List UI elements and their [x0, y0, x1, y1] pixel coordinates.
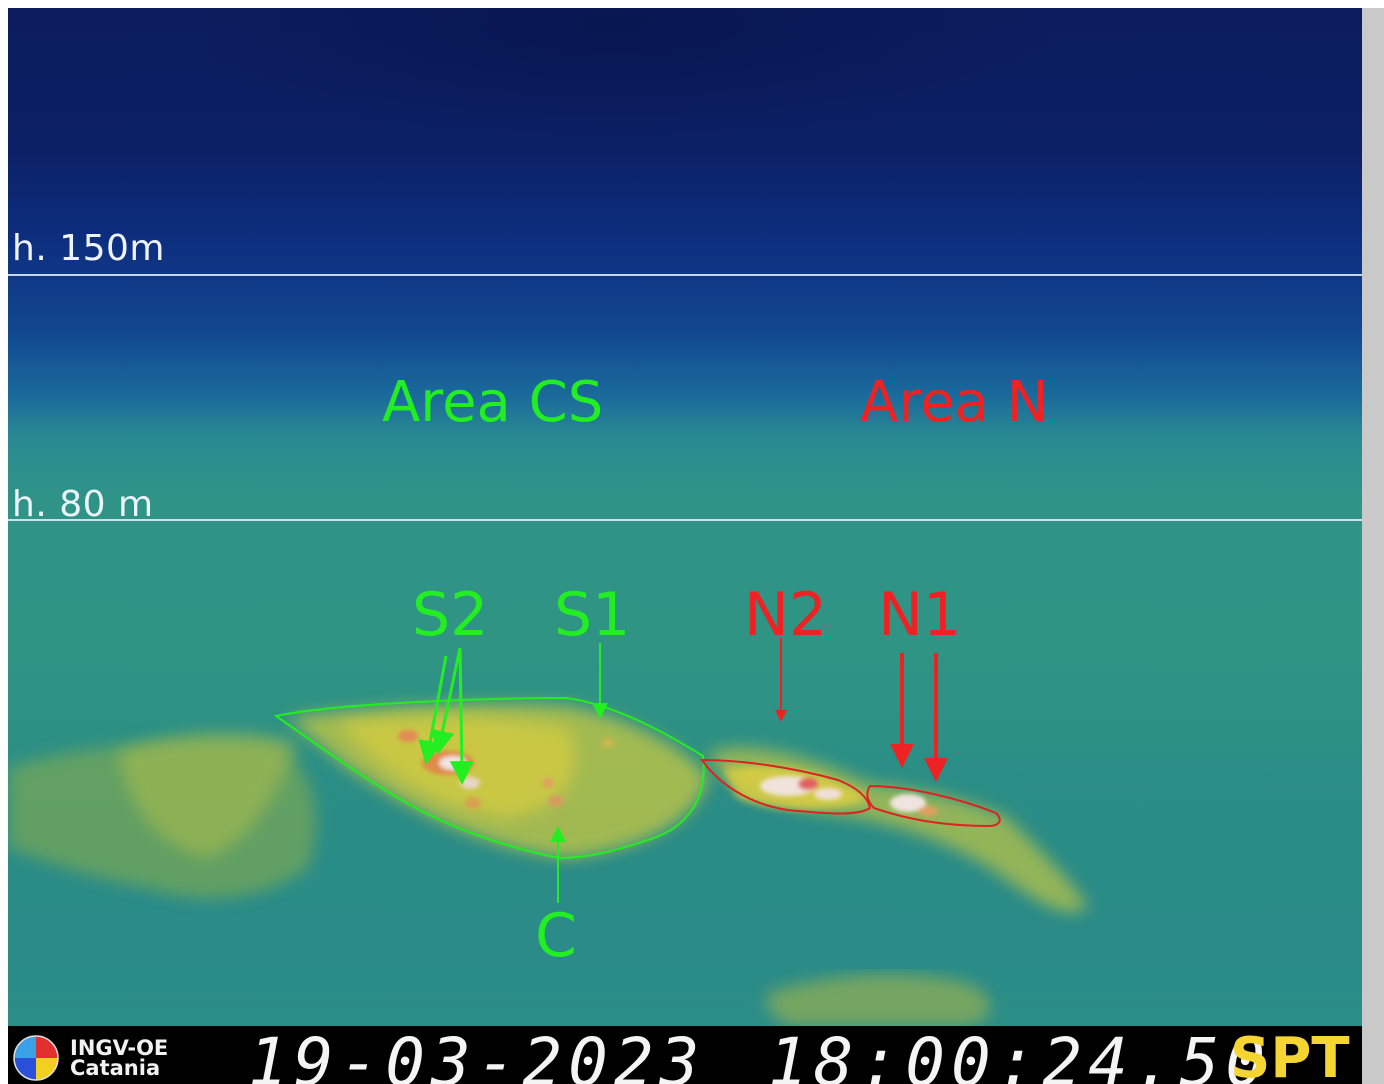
- date-readout: 19-03-2023: [248, 1024, 706, 1084]
- area-n2-outline: [700, 758, 872, 815]
- vent-s2-label: S2: [412, 580, 489, 650]
- thermal-scene: [8, 8, 1108, 1026]
- warm-ground-bottom: [766, 974, 991, 1026]
- area-cs-outline: [273, 696, 705, 860]
- logo-line-2: Catania: [70, 1056, 161, 1080]
- arrow-s2-a: [418, 655, 448, 765]
- area-n-label: Area N: [860, 370, 1049, 435]
- scrollbar[interactable]: [1362, 8, 1384, 1084]
- logo-line-1: INGV-OE: [70, 1036, 169, 1060]
- vent-s1-label: S1: [554, 580, 631, 650]
- vent-n2-label: N2: [744, 580, 828, 650]
- thermal-image-frame: h. 150m h. 80 m Area CS Area N S2 S1 N2 …: [8, 8, 1362, 1084]
- annotation-overlay: [273, 638, 1001, 903]
- vent-n1-label: N1: [878, 580, 962, 650]
- station-code: SPT: [1230, 1026, 1350, 1084]
- arrow-s2-b: [430, 647, 462, 755]
- sky-dark-patch: [208, 8, 1108, 228]
- time-readout: 18:00:24.50: [768, 1024, 1272, 1084]
- area-cs-label: Area CS: [382, 370, 604, 435]
- warm-ground-left-2: [118, 732, 298, 858]
- hot-spots-n: [760, 776, 938, 816]
- height-line-150m: [8, 274, 1362, 276]
- height-line-80m: [8, 519, 1362, 521]
- vent-c-label: C: [535, 901, 577, 971]
- ingv-logo-icon: [13, 1035, 59, 1081]
- timestamp-bar: INGV-OE Catania 19-03-2023 18:00:24.50 S…: [8, 1024, 1362, 1084]
- area-n1-outline: [866, 784, 1001, 828]
- arrow-s2-c: [449, 647, 474, 785]
- height-label-150m: h. 150m: [12, 228, 165, 269]
- height-label-80m: h. 80 m: [12, 484, 154, 525]
